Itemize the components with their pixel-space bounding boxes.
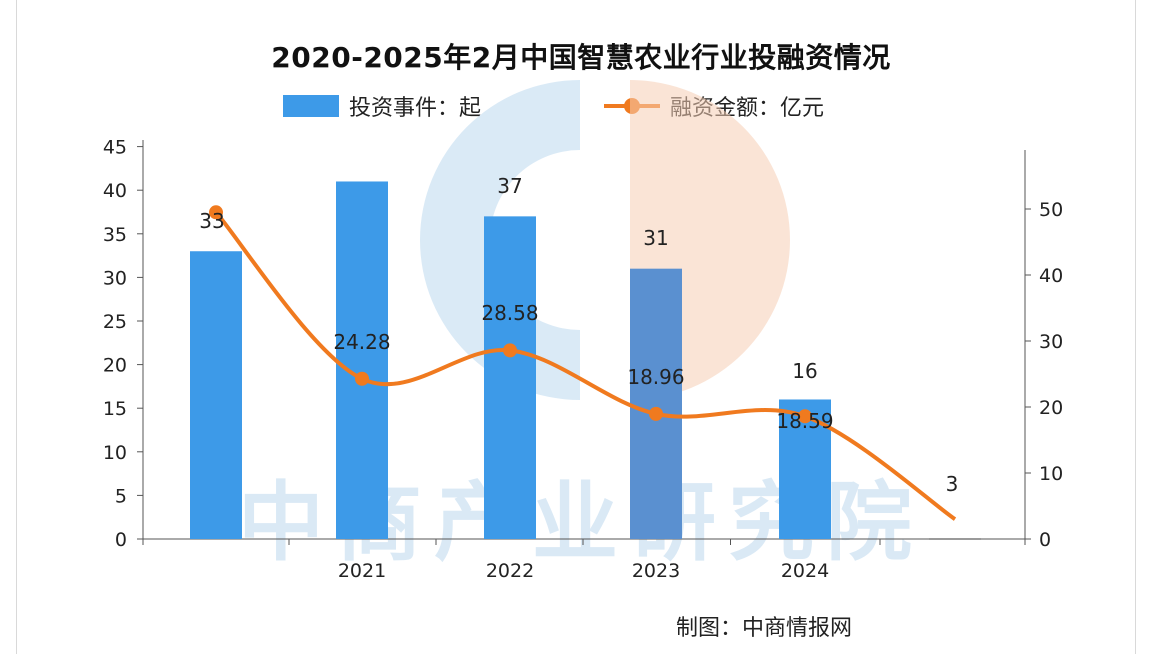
left-tick-label: 5: [115, 485, 127, 507]
watermark-arc-left: [420, 80, 580, 400]
line-point: [209, 205, 223, 220]
left-tick-label: 0: [115, 529, 127, 551]
line-data-label: 28.58: [481, 301, 538, 325]
bar: [190, 251, 242, 540]
data-labels: 33 37 31 16 24.28 28.58 18.96 18.59 3: [199, 174, 958, 496]
left-tick-label: 20: [103, 355, 127, 377]
right-tick-label: 0: [1039, 529, 1051, 551]
left-tick-label: 30: [103, 267, 127, 289]
bar-series: [190, 181, 981, 540]
right-tick-label: 30: [1039, 331, 1063, 353]
left-tick-label: 25: [103, 311, 127, 333]
axes: 0 5 10 15 20 25 30 35 40 45 0 10 20 30 40 50 2021 2022 202…: [103, 137, 1063, 582]
left-tick-label: 15: [103, 398, 127, 420]
bar-data-label: 31: [643, 226, 668, 250]
left-tick-label: 35: [103, 224, 127, 246]
right-tick-label: 40: [1039, 265, 1063, 287]
x-tick-label: 2022: [486, 560, 534, 582]
chart-credit: 制图：中商情报网: [676, 616, 853, 641]
line-path: [214, 210, 957, 521]
bar: [484, 216, 536, 540]
legend-bar-label: 投资事件：起: [349, 96, 482, 121]
line-point: [649, 406, 663, 421]
bar-data-label: 37: [497, 174, 522, 198]
line-data-label: 3: [946, 472, 959, 496]
bar-data-label: 33: [199, 209, 224, 233]
left-tick-label: 45: [103, 137, 127, 159]
line-series: [209, 205, 957, 521]
bar-data-label: 16: [792, 359, 817, 383]
legend-bar-swatch: [283, 95, 339, 117]
line-data-label: 18.96: [627, 365, 684, 389]
line-data-label: 18.59: [776, 409, 833, 433]
x-tick-label: 2024: [781, 560, 829, 582]
line-data-label: 24.28: [333, 330, 390, 354]
right-tick-label: 20: [1039, 397, 1063, 419]
line-point: [798, 409, 812, 424]
left-tick-label: 10: [103, 442, 127, 464]
x-tick-label: 2021: [338, 560, 386, 582]
line-point: [503, 343, 517, 358]
x-tick-label: 2023: [632, 560, 680, 582]
right-tick-label: 50: [1039, 199, 1063, 221]
legend-item-bar: 投资事件：起: [283, 90, 481, 122]
bar: [630, 268, 682, 539]
left-tick-label: 40: [103, 180, 127, 202]
bar: [336, 181, 388, 540]
line-point: [355, 371, 369, 386]
chart-title: 2020-2025年2月中国智慧农业行业投融资情况: [271, 41, 891, 74]
right-tick-label: 10: [1039, 463, 1063, 485]
chart-frame: [16, 0, 1136, 654]
